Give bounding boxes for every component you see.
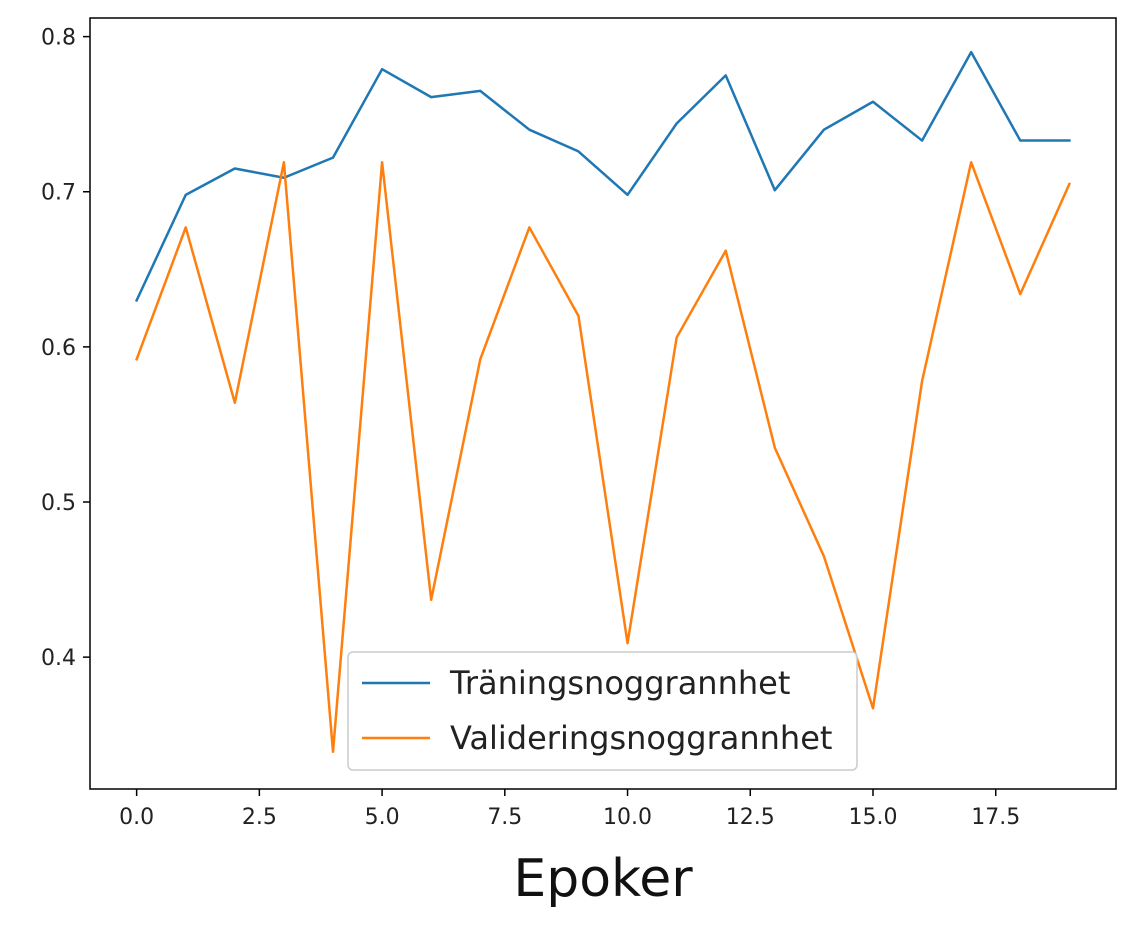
y-tick-label: 0.8 xyxy=(41,26,76,51)
x-tick-label: 2.5 xyxy=(242,805,277,830)
x-tick-label: 17.5 xyxy=(971,805,1020,830)
y-tick-label: 0.7 xyxy=(41,181,76,206)
legend-box xyxy=(347,651,858,771)
x-tick-label: 15.0 xyxy=(849,805,898,830)
series-line-1 xyxy=(135,161,1072,754)
y-tick-label: 0.4 xyxy=(41,646,76,671)
series-layer xyxy=(134,50,1072,754)
y-tick-label: 0.5 xyxy=(41,491,76,516)
legend: Träningsnoggrannhet Valideringsnoggrannh… xyxy=(347,651,858,771)
x-tick-label: 10.0 xyxy=(603,805,652,830)
x-tick-label: 0.0 xyxy=(119,805,154,830)
x-tick-label: 7.5 xyxy=(487,805,522,830)
x-axis: 0.0 2.5 5.0 7.5 10.0 12.5 15.0 17.5 xyxy=(119,789,1020,830)
y-tick-label: 0.6 xyxy=(41,336,76,361)
legend-label-validation: Valideringsnoggrannhet xyxy=(450,719,832,757)
series-line-0 xyxy=(134,50,1071,303)
x-tick-label: 5.0 xyxy=(365,805,400,830)
plot-frame xyxy=(89,17,1117,790)
x-tick-label: 12.5 xyxy=(726,805,775,830)
y-axis: 0.4 0.5 0.6 0.7 0.8 xyxy=(41,26,90,671)
legend-label-training: Träningsnoggrannhet xyxy=(449,664,790,702)
x-axis-title: Epoker xyxy=(513,849,693,909)
